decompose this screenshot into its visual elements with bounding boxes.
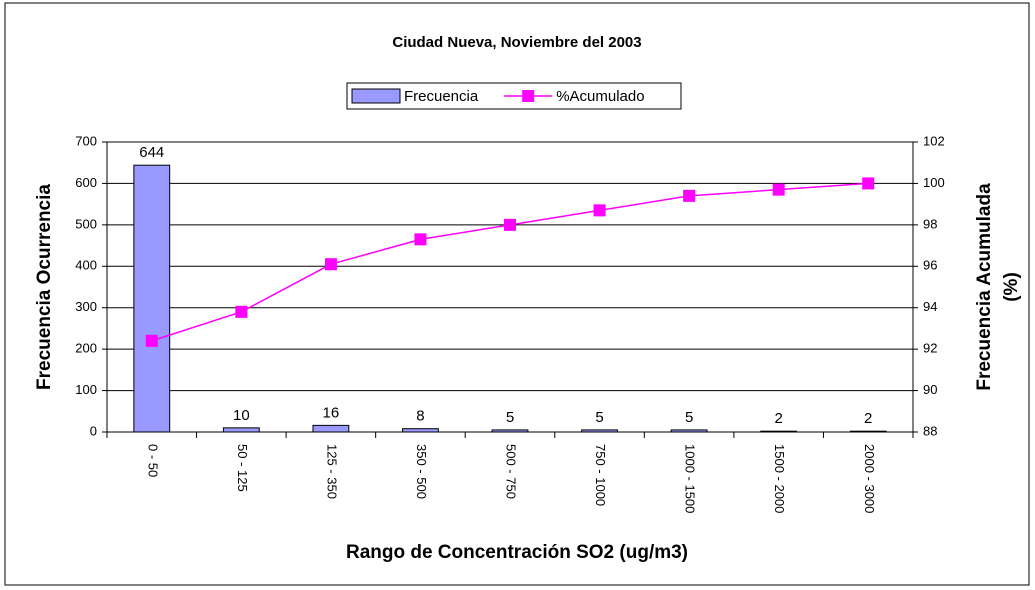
- x-tick-label: 350 - 500: [414, 444, 429, 499]
- bar: [402, 428, 439, 433]
- data-label: 2: [864, 410, 872, 427]
- y2-axis-title: (%): [1001, 272, 1022, 302]
- bar: [491, 429, 529, 433]
- bar: [581, 429, 618, 433]
- legend-marker: [522, 90, 535, 102]
- legend-swatch: [351, 88, 401, 104]
- marker: [772, 183, 785, 196]
- y-tick-label: 500: [75, 216, 97, 231]
- y-tick-label: 400: [75, 258, 97, 273]
- data-label: 2: [774, 410, 782, 427]
- bar: [222, 427, 260, 433]
- y-tick-label: 200: [75, 341, 97, 356]
- y2-tick-label: 88: [923, 423, 937, 438]
- y-tick-label: 0: [90, 423, 97, 438]
- y2-axis-title: Frecuencia Acumulada: [974, 183, 995, 391]
- data-label: 5: [595, 409, 603, 426]
- marker: [683, 189, 696, 202]
- data-label: 16: [323, 404, 340, 421]
- x-tick-label: 125 - 350: [324, 444, 339, 499]
- data-label: 10: [233, 407, 250, 424]
- y2-tick-label: 90: [923, 382, 937, 397]
- x-tick-label: 1000 - 1500: [683, 444, 698, 513]
- y2-tick-label: 96: [923, 258, 937, 273]
- y2-tick-label: 94: [923, 299, 937, 314]
- x-tick-label: 2000 - 3000: [862, 444, 877, 513]
- y2-tick-label: 92: [923, 341, 937, 356]
- y2-tick-label: 98: [923, 216, 937, 231]
- bar: [849, 430, 887, 433]
- y-tick-label: 600: [75, 175, 97, 190]
- x-tick-label: 500 - 750: [504, 444, 519, 499]
- data-label: 644: [139, 144, 164, 161]
- y2-tick-label: 100: [923, 175, 945, 190]
- marker: [235, 305, 248, 318]
- bar: [312, 424, 350, 433]
- x-tick-label: 750 - 1000: [593, 444, 608, 506]
- legend-label: Frecuencia: [404, 88, 479, 105]
- x-axis-title: Rango de Concentración SO2 (ug/m3): [346, 542, 688, 563]
- data-label: 5: [506, 409, 514, 426]
- chart-title: Ciudad Nueva, Noviembre del 2003: [392, 34, 641, 51]
- data-label: 5: [685, 409, 693, 426]
- x-tick-label: 50 - 125: [235, 444, 250, 492]
- marker: [593, 204, 606, 217]
- bar: [133, 164, 171, 433]
- data-label: 8: [416, 408, 424, 425]
- x-tick-label: 1500 - 2000: [772, 444, 787, 513]
- y-tick-label: 100: [75, 382, 97, 397]
- marker: [324, 258, 337, 271]
- y-tick-label: 700: [75, 133, 97, 148]
- marker: [414, 233, 427, 246]
- y2-tick-label: 102: [923, 133, 945, 148]
- x-tick-label: 0 - 50: [145, 444, 160, 477]
- legend-label: %Acumulado: [556, 88, 644, 105]
- y-axis-title: Frecuencia Ocurrencia: [34, 184, 55, 390]
- bar: [670, 429, 708, 433]
- marker: [862, 177, 875, 190]
- marker: [145, 334, 158, 347]
- marker: [504, 218, 516, 231]
- y-tick-label: 300: [75, 299, 97, 314]
- bar: [760, 430, 798, 433]
